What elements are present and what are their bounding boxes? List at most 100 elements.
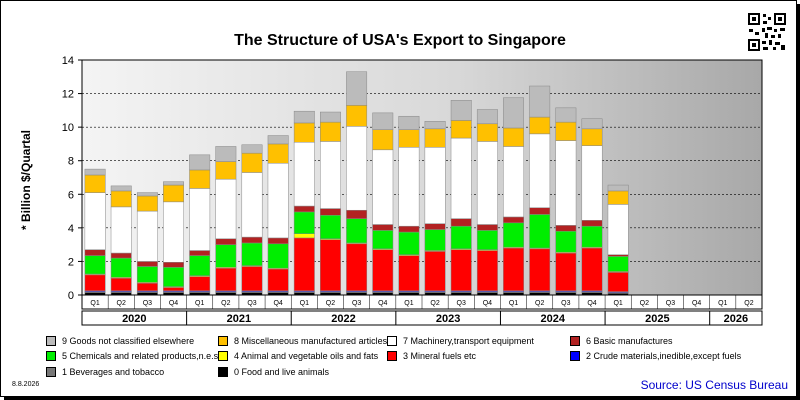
bar-segment: [163, 262, 184, 268]
bar-segment: [581, 118, 603, 130]
bar-segment: [110, 185, 132, 192]
frame-shadow-bottom: [4, 397, 800, 400]
bar-segment: [476, 109, 498, 125]
bar-segment: [267, 237, 289, 245]
bar-segment: [555, 107, 577, 123]
legend-item: 7 Machinery,transport equipment: [387, 336, 534, 346]
bar-segment: [189, 276, 211, 292]
qr-code-icon: [747, 12, 787, 52]
legend-label: 6 Basic manufactures: [586, 336, 673, 346]
quarter-label: Q1: [404, 300, 413, 307]
bar-segment: [607, 204, 629, 255]
bar-segment: [424, 128, 446, 148]
bar-segment: [320, 141, 341, 209]
bar-segment: [503, 216, 524, 224]
bar-segment: [476, 123, 498, 142]
bar-segment: [450, 100, 472, 121]
bar-segment: [450, 137, 472, 219]
quarter-label: Q2: [744, 300, 753, 307]
bar-segment: [320, 215, 341, 240]
bar-segment: [476, 250, 498, 292]
bar-segment: [607, 184, 629, 192]
bar-segment: [503, 146, 524, 218]
bar-segment: [293, 205, 315, 213]
bar-segment: [346, 243, 368, 292]
bar-segment: [503, 222, 524, 248]
bar-segment: [607, 190, 629, 205]
bar-segment: [110, 252, 132, 259]
quarter-label: Q1: [718, 300, 727, 307]
bar-segment: [110, 190, 132, 208]
legend-item: 4 Animal and vegetable oils and fats: [218, 351, 378, 361]
bar-segment: [424, 147, 446, 224]
legend-label: 9 Goods not classified elsewhere: [62, 336, 195, 346]
bar-segment: [372, 129, 394, 151]
bar-segment: [450, 120, 472, 139]
legend-label: 7 Machinery,transport equipment: [403, 336, 534, 346]
quarter-label: Q1: [90, 300, 99, 307]
bar-segment: [136, 192, 158, 197]
bar-segment: [241, 266, 263, 292]
bar-segment: [293, 237, 315, 292]
legend-label: 4 Animal and vegetable oils and fats: [234, 351, 379, 361]
y-tick-label: 0: [68, 290, 74, 302]
bar-segment: [110, 206, 132, 254]
bar-segment: [398, 129, 420, 148]
quarter-label: Q4: [587, 300, 596, 307]
date-stamp: 8.8.2026: [12, 381, 40, 388]
bar-segment: [320, 121, 341, 142]
bar-segment: [503, 247, 524, 292]
quarter-label: Q2: [221, 300, 230, 307]
quarter-label: Q4: [169, 300, 178, 307]
bar-segment: [215, 267, 237, 292]
legend-swatch: [570, 351, 580, 361]
legend-swatch: [46, 336, 56, 346]
bar-segment: [136, 283, 158, 292]
bar-segment: [581, 220, 603, 227]
quarter-label: Q1: [195, 300, 204, 307]
bar-segment: [163, 287, 184, 292]
quarter-label: Q4: [273, 300, 282, 307]
bar-segment: [136, 266, 158, 283]
bar-segment: [320, 208, 341, 216]
bar-segment: [424, 251, 446, 292]
bar-segment: [84, 255, 106, 275]
bar-segment: [346, 105, 368, 127]
bar-segment: [398, 225, 420, 233]
frame-shadow-right: [797, 4, 800, 400]
bar-segment: [320, 239, 341, 292]
bar-segment: [215, 178, 237, 240]
bar-segment: [84, 249, 106, 256]
year-label: 2020: [122, 313, 146, 325]
quarter-label: Q4: [378, 300, 387, 307]
legend-item: 5 Chemicals and related products,n.e.s.: [46, 351, 221, 361]
bar-segment: [581, 145, 603, 221]
bar-segment: [346, 71, 368, 106]
bar-segment: [372, 249, 394, 292]
legend-swatch: [387, 351, 397, 361]
bar-segment: [581, 128, 603, 146]
y-tick-label: 10: [62, 122, 74, 134]
legend-item: 3 Mineral fuels etc: [387, 351, 476, 361]
bar-segment: [241, 236, 263, 244]
bar-segment: [346, 218, 368, 244]
bar-segment: [372, 230, 394, 250]
bar-segment: [215, 244, 237, 268]
bar-segment: [189, 154, 211, 171]
bar-segment: [163, 181, 184, 186]
bar-segment: [476, 224, 498, 231]
legend-swatch: [218, 351, 228, 361]
bar-segment: [372, 224, 394, 231]
quarter-label: Q1: [300, 300, 309, 307]
bar-segment: [555, 121, 577, 141]
bar-segment: [555, 140, 577, 226]
bar-segment: [529, 85, 551, 118]
bar-segment: [398, 115, 420, 130]
bar-segment: [555, 225, 577, 232]
legend-item: 6 Basic manufactures: [570, 336, 673, 346]
y-tick-label: 12: [62, 89, 74, 101]
bar-segment: [529, 207, 551, 215]
bar-segment: [189, 255, 211, 276]
year-row: [81, 310, 763, 326]
bar-segment: [163, 201, 184, 263]
